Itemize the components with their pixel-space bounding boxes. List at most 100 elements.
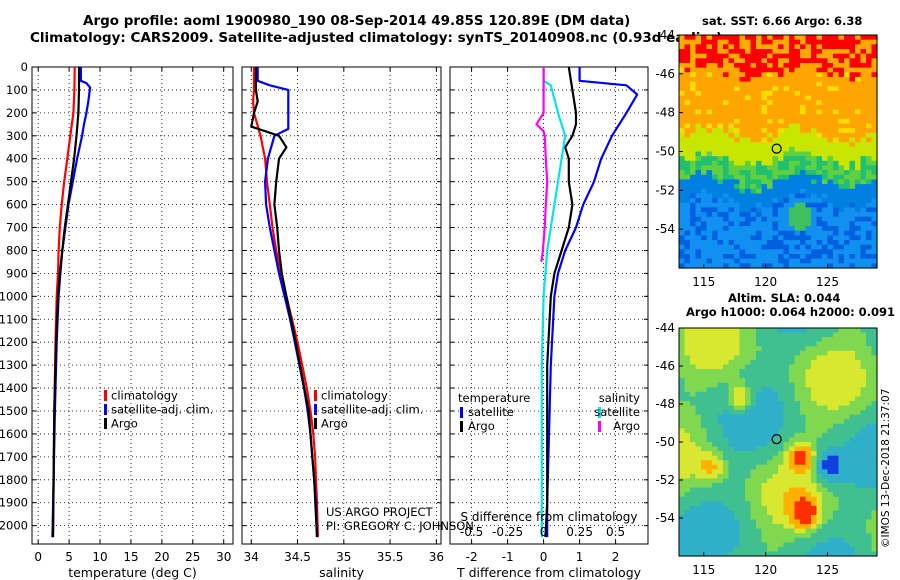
sst-map-cell [827,142,834,148]
sst-map-cell [728,156,735,162]
sst-map-cell [706,221,713,227]
sst-map-cell [756,254,763,260]
sla-map-cell [811,514,818,521]
sla-map-cell [778,528,785,534]
sla-map-cell [712,501,719,507]
sst-map-cell [717,137,724,143]
sla-map-cell [794,542,801,548]
sst-map-cell [816,72,823,78]
sla-map-cell [794,451,801,457]
sla-map-cell [767,451,774,457]
sst-map-cell [734,226,741,232]
sst-map-cell [860,258,867,264]
sla-map-cell [811,496,818,502]
sst-map-cell [871,72,878,78]
sla-map-cell [860,359,867,366]
sla-map-cell [701,483,708,489]
sst-map-cell [695,109,702,115]
sst-map-cell [844,160,851,167]
sst-map-cell [794,170,801,176]
sst-map-cell [717,142,724,148]
sla-map-cell [833,478,840,484]
sla-map-cell [866,551,873,557]
sla-map-cell [750,369,757,375]
sla-map-cell [690,524,697,530]
sst-map-cell [717,90,724,97]
sst-map-cell [855,114,862,120]
sla-map-cell [734,414,741,420]
sst-map-cell [717,53,724,59]
sla-map-cell [745,378,752,384]
sla-map-cell [866,378,873,384]
sst-map-cell [789,249,796,255]
sla-map-cell [728,478,735,484]
sst-map-cell [761,198,768,204]
sla-map-cell [822,483,829,489]
sla-map-cell [800,400,807,407]
sla-map-cell [717,364,724,370]
sla-map-cell [860,473,867,480]
sst-map-cell [679,254,686,260]
sst-map-cell [695,72,702,78]
sst-map-cell [750,142,757,148]
sla-map-cell [816,341,823,347]
sst-map-cell [712,212,719,218]
sla-map-cell [783,551,790,557]
sla-map-cell [844,460,851,466]
sla-map-cell [871,551,878,557]
sla-map-cell [816,400,823,407]
sst-map-cell [761,146,768,153]
sst-map-cell [833,174,840,181]
sla-map-cell [706,387,713,393]
sla-map-cell [849,432,856,439]
sla-map-cell [838,355,845,361]
sla-map-cell [778,551,785,557]
sla-map-cell [728,537,735,543]
sla-map-cell [783,396,790,402]
sla-map-cell [734,492,741,498]
sst-map-cell [739,221,746,227]
sst-map-cell [723,48,730,55]
sla-map-cell [690,405,697,411]
sst-map-cell [695,137,702,143]
sst-map-cell [794,72,801,78]
sla-map-cell [679,442,686,448]
sla-map-cell [800,533,807,539]
sst-map-cell [849,39,856,45]
sla-map-cell [750,400,757,407]
sla-map-cell [811,442,818,448]
sla-map-cell [860,400,867,407]
sst-map-cell [778,156,785,162]
sst-map-cell [723,109,730,115]
sla-map-cell [690,337,697,343]
sla-map-cell [706,501,713,507]
sla-map-cell [800,528,807,534]
sla-map-cell [783,505,790,511]
sst-map-cell [701,142,708,148]
sst-map-cell [838,235,845,241]
sla-map-cell [816,387,823,393]
sst-map-cell [734,188,741,195]
sla-map-cell [871,337,878,343]
sla-map-cell [767,355,774,361]
sst-map-cell [800,95,807,101]
sla-map-cell [805,487,812,493]
sst-map-cell [695,76,702,83]
sst-map-cell [767,132,774,139]
sla-map-cell [756,446,763,452]
sla-map-cell [756,378,763,384]
sla-map-cell [772,446,779,452]
sla-map-cell [849,437,856,443]
sst-map-cell [728,53,735,59]
sst-map-cell [849,235,856,241]
sst-map-cell [783,53,790,59]
sst-map-cell [701,151,708,157]
sla-map-cell [745,469,752,475]
sst-map-cell [750,244,757,250]
sst-map-cell [739,151,746,157]
sla-map-cell [734,460,741,466]
sla-map-cell [827,437,834,443]
sla-map-cell [811,337,818,343]
sla-map-cell [778,382,785,388]
sla-map-cell [827,337,834,343]
